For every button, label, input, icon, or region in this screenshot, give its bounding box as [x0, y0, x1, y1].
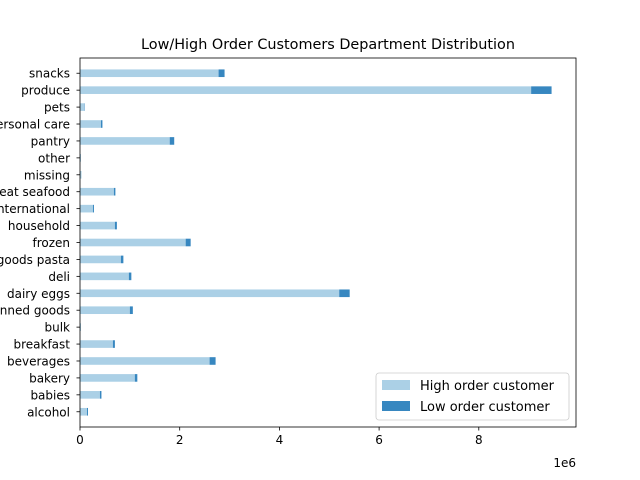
- legend-swatch-high: [382, 380, 410, 390]
- bar-alcohol-high: [80, 407, 87, 416]
- bar-canned-goods-low: [129, 306, 133, 315]
- y-tick-label-dairy-eggs: dairy eggs: [7, 287, 70, 301]
- bar-personal-care-low: [100, 120, 103, 128]
- bar-canned-goods-high: [80, 306, 130, 315]
- bar-deli-low: [128, 272, 132, 281]
- bar-personal-care-high: [80, 120, 101, 128]
- bar-dairy-eggs-low: [339, 289, 350, 298]
- y-tick-label-pantry: pantry: [31, 134, 70, 148]
- x-tick-label: 4: [276, 433, 284, 447]
- bar-beverages-low: [209, 357, 216, 365]
- bar-babies-high: [80, 391, 100, 399]
- x-axis: 0 2 4 6 8: [76, 427, 483, 447]
- bar-international-high: [80, 204, 93, 213]
- bar-household-high: [80, 221, 115, 230]
- bar-produce-high: [80, 86, 532, 94]
- bar-pets-high: [80, 103, 84, 111]
- x-axis-offset-label: 1e6: [553, 456, 576, 470]
- bar-household-low: [114, 221, 117, 230]
- y-tick-label-meat-seafood: meat seafood: [0, 185, 70, 199]
- bar-dry-goods-pasta-low: [120, 255, 124, 264]
- y-tick-label-beverages: beverages: [7, 354, 70, 368]
- y-tick-label-frozen: frozen: [32, 236, 70, 250]
- y-tick-label-dry-goods-pasta: dry goods pasta: [0, 253, 70, 267]
- bar-breakfast-high: [80, 340, 113, 348]
- y-tick-label-household: household: [8, 219, 70, 233]
- chart-title: Low/High Order Customers Department Dist…: [141, 37, 515, 53]
- bar-bakery-high: [80, 374, 135, 382]
- y-tick-label-deli: deli: [48, 270, 70, 284]
- legend-label-high: High order customer: [420, 379, 555, 394]
- x-tick-label: 0: [76, 433, 84, 447]
- bar-produce-low: [531, 86, 552, 94]
- bar-dry-goods-pasta-high: [80, 255, 121, 264]
- bar-pantry-high: [80, 137, 170, 145]
- y-tick-label-breakfast: breakfast: [13, 338, 70, 352]
- y-tick-label-missing: missing: [24, 168, 70, 182]
- bar-bakery-low: [134, 374, 138, 382]
- bar-frozen-high: [80, 238, 186, 247]
- bar-deli-high: [80, 272, 129, 281]
- legend-box: [375, 372, 570, 421]
- bar-snacks-high: [80, 69, 219, 78]
- plot-frame: [79, 57, 577, 428]
- y-tick-label-babies: babies: [30, 388, 70, 402]
- y-tick-label-canned-goods: canned goods: [0, 304, 70, 318]
- y-tick-label-produce: produce: [21, 84, 70, 98]
- bar-other-high: [80, 154, 81, 162]
- bar-bulk-high: [80, 323, 81, 331]
- bar-breakfast-low: [112, 340, 115, 348]
- bar-meat-seafood-low: [113, 187, 116, 196]
- y-tick-label-alcohol: alcohol: [27, 405, 70, 419]
- bar-babies-low: [99, 391, 102, 399]
- bars-group: [80, 69, 552, 416]
- y-tick-label-other: other: [38, 151, 70, 165]
- y-tick-label-snacks: snacks: [29, 67, 70, 81]
- legend: High order customer Low order customer: [375, 372, 570, 421]
- bar-snacks-low: [218, 69, 225, 78]
- y-tick-label-personal-care: personal care: [0, 118, 70, 132]
- bar-dairy-eggs-high: [80, 289, 340, 298]
- bar-missing-high: [80, 170, 82, 179]
- bar-frozen-low: [185, 238, 191, 247]
- legend-swatch-low: [382, 401, 410, 411]
- bar-international-low: [92, 204, 94, 213]
- y-axis: alcohol babies bakery beverages breakfast bul…: [0, 67, 80, 419]
- y-tick-label-bulk: bulk: [44, 321, 70, 335]
- x-tick-label: 8: [475, 433, 483, 447]
- x-tick-label: 2: [176, 433, 184, 447]
- bar-meat-seafood-high: [80, 187, 114, 196]
- y-tick-label-pets: pets: [44, 101, 70, 115]
- x-tick-label: 6: [375, 433, 383, 447]
- legend-label-low: Low order customer: [420, 400, 550, 415]
- bar-beverages-high: [80, 357, 210, 365]
- y-tick-label-international: international: [0, 202, 70, 216]
- y-tick-label-bakery: bakery: [29, 371, 70, 385]
- bar-pantry-low: [169, 137, 175, 145]
- bar-alcohol-low: [86, 407, 88, 416]
